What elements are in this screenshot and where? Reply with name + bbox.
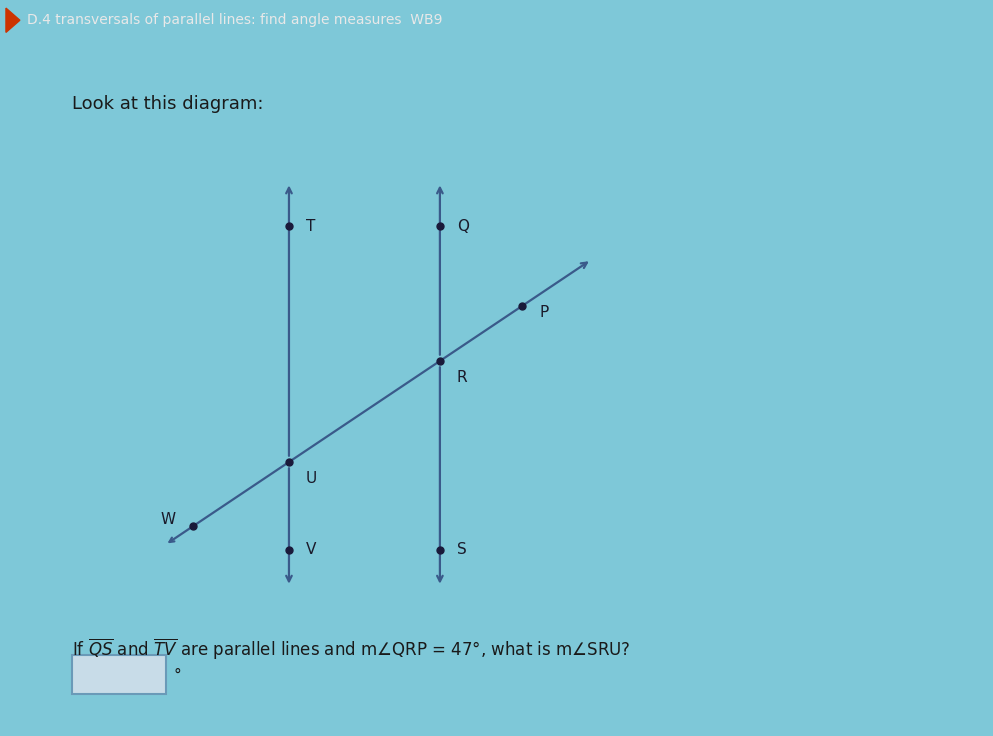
Point: [432, 355, 448, 367]
Text: D.4 transversals of parallel lines: find angle measures  WB9: D.4 transversals of parallel lines: find…: [27, 13, 442, 27]
Text: °: °: [174, 668, 182, 682]
Text: If $\overline{QS}$ and $\overline{TV}$ are parallel lines and m$\angle$QRP = 47°: If $\overline{QS}$ and $\overline{TV}$ a…: [72, 637, 631, 662]
Text: T: T: [306, 219, 316, 234]
Text: Q: Q: [457, 219, 469, 234]
Text: S: S: [457, 542, 467, 557]
Point: [432, 544, 448, 556]
Polygon shape: [6, 8, 20, 32]
Point: [281, 544, 297, 556]
Point: [432, 220, 448, 232]
Text: Look at this diagram:: Look at this diagram:: [72, 95, 263, 113]
Point: [185, 520, 201, 532]
Point: [281, 456, 297, 468]
Text: P: P: [539, 305, 549, 320]
Point: [514, 300, 530, 311]
Point: [281, 220, 297, 232]
FancyBboxPatch shape: [72, 655, 166, 694]
Text: W: W: [161, 512, 176, 527]
Text: R: R: [457, 370, 468, 386]
Text: V: V: [306, 542, 317, 557]
Text: U: U: [306, 471, 317, 486]
